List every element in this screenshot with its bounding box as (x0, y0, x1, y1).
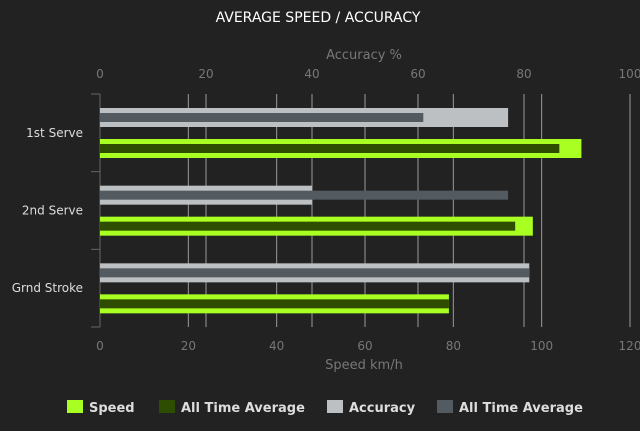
legend-label: All Time Average (459, 401, 583, 416)
top-tick-label: 80 (516, 67, 531, 81)
top-tick-label: 100 (619, 67, 640, 81)
category-label: 2nd Serve (22, 204, 83, 218)
bottom-tick-label: 40 (269, 339, 284, 353)
legend-label: All Time Average (181, 401, 305, 416)
bar-speed-average (100, 144, 560, 153)
legend-label: Speed (89, 401, 135, 416)
category-label: 1st Serve (26, 126, 83, 140)
legend-swatch (327, 400, 343, 413)
bar-accuracy-average (100, 190, 509, 200)
top-tick-label: 40 (304, 67, 319, 81)
bottom-tick-label: 20 (181, 339, 196, 353)
bottom-tick-label: 0 (96, 339, 104, 353)
legend-swatch (437, 400, 453, 413)
bottom-tick-label: 60 (357, 339, 372, 353)
legend-swatch (159, 400, 175, 413)
top-axis-label: Accuracy % (326, 48, 402, 63)
bar-speed-average (100, 299, 449, 309)
top-tick-label: 0 (96, 67, 104, 81)
legend-swatch (67, 400, 83, 413)
bar-accuracy-average (100, 268, 530, 278)
bottom-tick-label: 80 (446, 339, 461, 353)
bottom-axis-label: Speed km/h (325, 358, 403, 373)
top-tick-label: 20 (198, 67, 213, 81)
bar-accuracy-average (100, 113, 424, 122)
bottom-tick-label: 100 (530, 339, 553, 353)
chart-title: AVERAGE SPEED / ACCURACY (216, 10, 421, 26)
bottom-tick-label: 120 (619, 339, 640, 353)
legend-label: Accuracy (349, 401, 416, 416)
bar-speed-average (100, 221, 516, 231)
top-tick-label: 60 (410, 67, 425, 81)
category-label: Grnd Stroke (12, 281, 83, 295)
